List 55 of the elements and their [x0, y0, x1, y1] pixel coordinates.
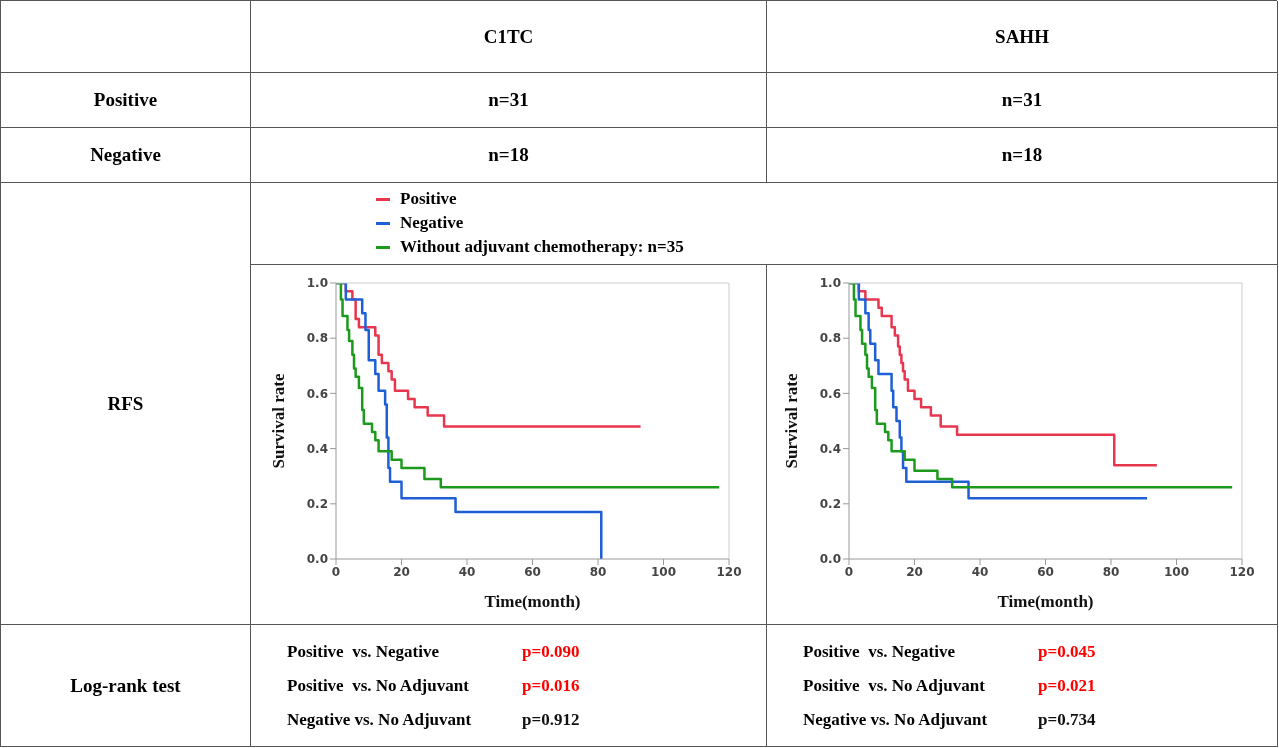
text: n=18: [251, 128, 767, 183]
y-tick-label: 0.0: [306, 552, 328, 567]
text: Positive: [1, 73, 251, 128]
legend-label: Negative: [400, 213, 464, 233]
text: p=0.090: [522, 641, 580, 662]
x-axis-title: Time(month): [997, 592, 1094, 611]
x-tick-label: 120: [715, 564, 742, 579]
x-tick-label: 120: [1229, 564, 1255, 579]
text: p=0.912: [522, 709, 580, 730]
chart-title: SAHH: [767, 1, 1278, 73]
x-tick-label: 40: [971, 564, 989, 579]
x-axis-title: Time(month): [483, 592, 581, 611]
y-tick-label: 0.6: [306, 386, 328, 401]
x-tick-label: 60: [1037, 564, 1054, 579]
text: Log-rank test: [1, 625, 251, 747]
text: Positive vs. Negative: [803, 641, 957, 662]
y-tick-label: 0.4: [306, 441, 328, 456]
legend-label: Without adjuvant chemotherapy: n=35: [400, 237, 684, 257]
x-tick-label: 100: [650, 564, 676, 579]
legend-label: Positive: [400, 189, 457, 209]
text: p=0.016: [522, 675, 580, 696]
text: p=0.045: [1038, 641, 1096, 662]
text: RFS: [1, 183, 251, 625]
y-tick-label: 0.4: [819, 441, 841, 456]
y-tick-label: 0.8: [306, 331, 328, 346]
y-tick-label: 1.0: [819, 276, 841, 291]
x-tick-label: 20: [392, 564, 410, 579]
text: p=0.734: [1038, 709, 1096, 730]
text: Positive vs. Negative: [287, 641, 441, 662]
text: p=0.021: [1038, 675, 1096, 696]
text: n=18: [767, 128, 1278, 183]
text: Negative vs. No Adjuvant: [287, 709, 473, 730]
x-tick-label: 40: [458, 564, 475, 579]
text: Negative: [1, 128, 251, 183]
y-tick-label: 0.0: [819, 552, 841, 567]
x-tick-label: 80: [1102, 564, 1120, 579]
x-tick-label: 60: [523, 564, 541, 579]
text: Positive vs. No Adjuvant: [287, 675, 470, 696]
text: n=31: [251, 73, 767, 128]
text: Positive vs. No Adjuvant: [803, 675, 986, 696]
y-axis-title: Survival rate: [782, 373, 802, 469]
y-tick-label: 0.2: [306, 497, 328, 512]
x-tick-label: 100: [1163, 564, 1190, 579]
text: n=31: [767, 73, 1278, 128]
x-tick-label: 0: [331, 564, 340, 579]
x-tick-label: 0: [844, 564, 854, 579]
y-tick-label: 1.0: [306, 276, 328, 291]
x-tick-label: 80: [589, 564, 606, 579]
chart-title: C1TC: [251, 1, 767, 73]
y-tick-label: 0.6: [819, 386, 841, 401]
x-tick-label: 20: [906, 564, 923, 579]
y-axis-title: Survival rate: [268, 373, 288, 469]
y-tick-label: 0.8: [819, 331, 841, 346]
y-tick-label: 0.2: [819, 497, 841, 512]
text: Negative vs. No Adjuvant: [803, 709, 989, 730]
